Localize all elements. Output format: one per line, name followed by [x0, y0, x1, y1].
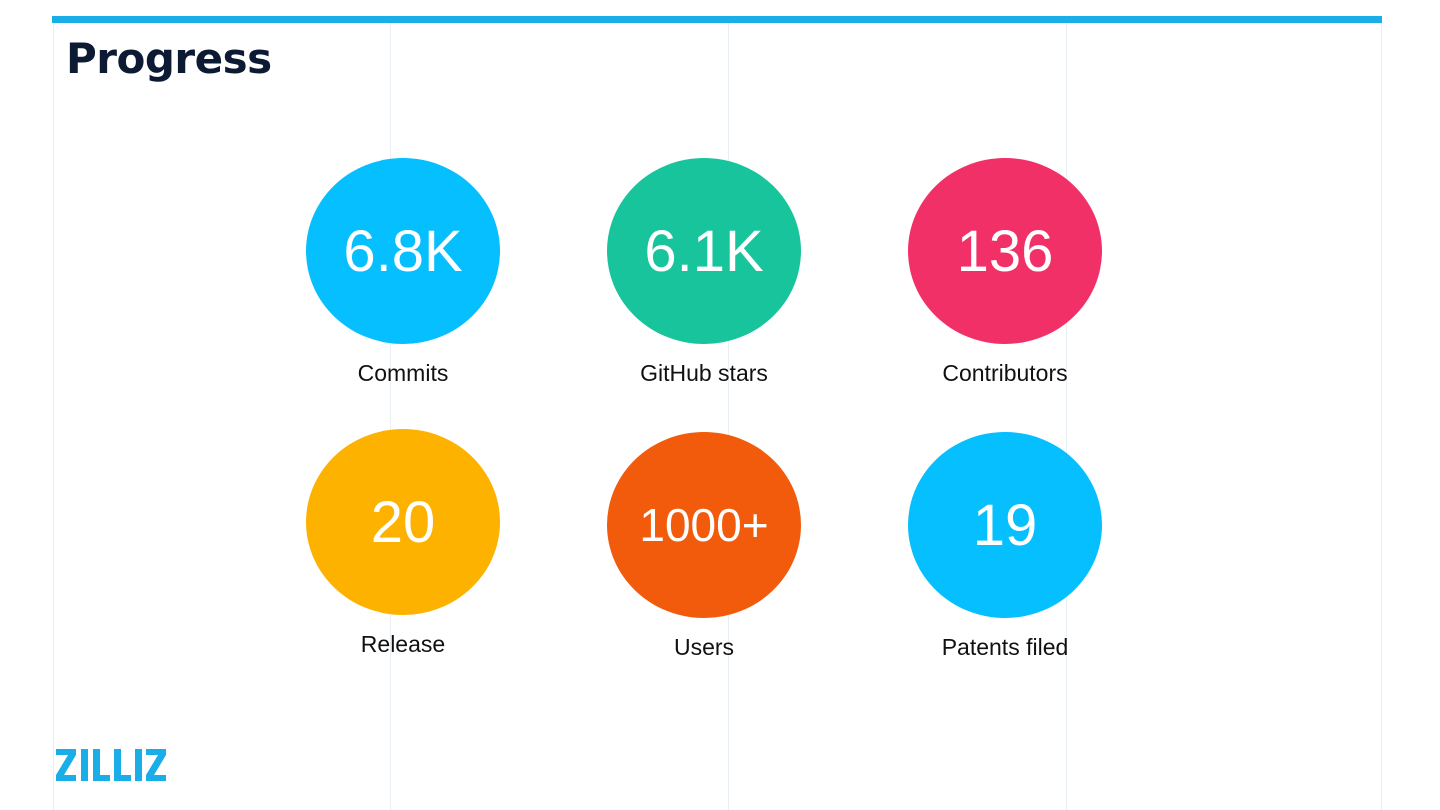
stat-circle: 1000+ — [607, 432, 801, 618]
top-accent-bar — [52, 16, 1382, 23]
stat-circle: 136 — [908, 158, 1102, 344]
guide-line — [728, 22, 729, 810]
guide-line — [1066, 22, 1067, 810]
stat-commits: 6.8K Commits — [283, 158, 523, 387]
stat-circle: 6.1K — [607, 158, 801, 344]
stat-label: Contributors — [942, 360, 1068, 386]
slide-title: Progress — [66, 34, 272, 83]
zilliz-logo-icon — [56, 749, 166, 781]
guide-line — [1381, 22, 1382, 810]
stat-contributors: 136 Contributors — [885, 158, 1125, 387]
stat-value: 20 — [370, 489, 436, 555]
stat-value: 1000+ — [639, 499, 769, 551]
stat-value: 19 — [972, 492, 1038, 558]
stat-release: 20 Release — [283, 429, 523, 658]
stat-circle: 19 — [908, 432, 1102, 618]
stat-patents-filed: 19 Patents filed — [885, 432, 1125, 661]
guide-line — [53, 22, 54, 810]
stat-value: 6.1K — [644, 218, 764, 284]
stat-value: 6.8K — [343, 218, 463, 284]
stat-value: 136 — [956, 218, 1054, 284]
stat-label: Commits — [357, 360, 449, 386]
stat-label: Users — [673, 634, 735, 660]
zilliz-logo — [56, 749, 168, 786]
stat-circle: 20 — [306, 429, 500, 615]
stat-label: Patents filed — [941, 634, 1069, 660]
stat-label: GitHub stars — [640, 360, 768, 386]
stat-label: Release — [360, 631, 446, 657]
stat-github-stars: 6.1K GitHub stars — [584, 158, 824, 387]
stat-circle: 6.8K — [306, 158, 500, 344]
stat-users: 1000+ Users — [584, 432, 824, 661]
guide-line — [390, 22, 391, 810]
